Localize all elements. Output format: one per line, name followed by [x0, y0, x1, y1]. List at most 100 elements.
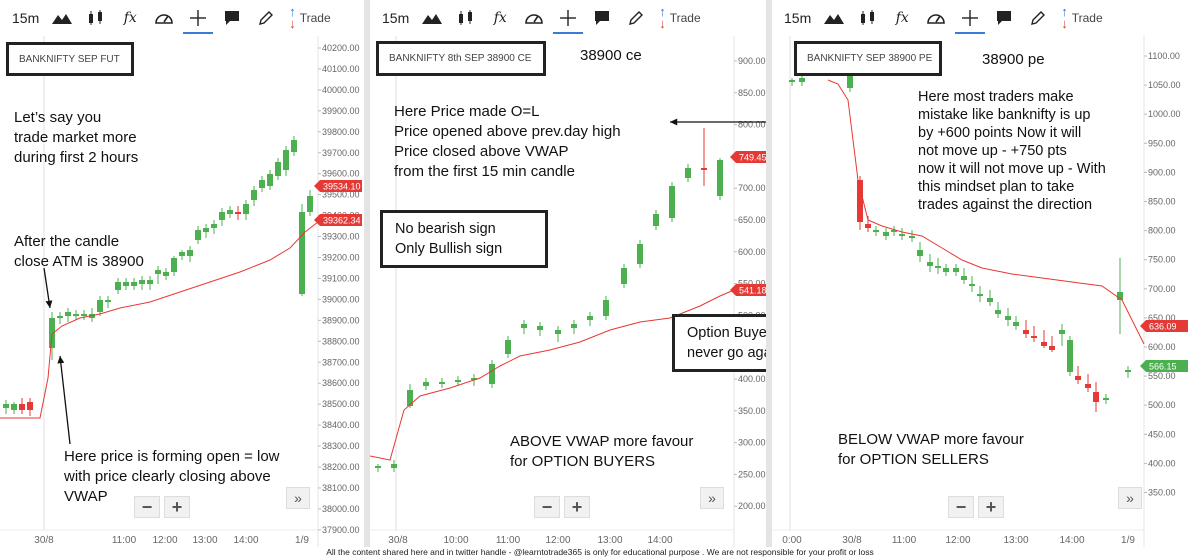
zoom-out-button[interactable]: − — [948, 496, 974, 518]
trade-button[interactable]: ↑ ↓ Trade — [289, 4, 331, 31]
crosshair-icon[interactable] — [953, 0, 987, 36]
timeframe-selector[interactable]: 15m — [12, 10, 40, 26]
candle-body — [57, 316, 63, 318]
candle-body — [987, 298, 993, 302]
candles-icon[interactable] — [449, 0, 483, 36]
annotation-mistake: Here most traders make mistake like bankn… — [918, 89, 1106, 213]
price-axis-label: 700.00 — [1148, 284, 1176, 294]
candle-body — [81, 314, 87, 316]
timeframe-selector[interactable]: 15m — [382, 10, 410, 26]
candle-body — [115, 282, 121, 290]
price-axis-label: 250.00 — [738, 469, 766, 479]
candle-body — [621, 268, 627, 284]
price-axis-label: 40200.00 — [322, 43, 360, 53]
speedometer-icon[interactable] — [147, 0, 181, 36]
price-axis-label: 750.00 — [1148, 255, 1176, 265]
price-axis-label: 38300.00 — [322, 441, 360, 451]
price-badge: 749.45 — [730, 151, 766, 163]
candle-body — [701, 168, 707, 170]
symbol-label: BANKNIFTY SEP 38900 PE — [807, 53, 933, 64]
price-axis-label: 700.00 — [738, 183, 766, 193]
price-badge-text: 39362.34 — [323, 216, 361, 226]
mountain-chart-icon[interactable] — [817, 0, 851, 36]
candlestick-chart[interactable]: 900.00850.00800.00750.00700.00650.00600.… — [370, 0, 766, 548]
pencil-icon[interactable] — [249, 0, 283, 36]
candlestick-chart[interactable]: 40200.00 40100.00 40000.00 39900.00 39800.00… — [0, 0, 364, 548]
zoom-in-button[interactable]: + — [564, 496, 590, 518]
vwap-line — [0, 221, 319, 419]
mountain-chart-icon[interactable] — [415, 0, 449, 36]
pencil-icon[interactable] — [619, 0, 653, 36]
scroll-right-button[interactable]: » — [286, 487, 310, 509]
candle-body — [1075, 376, 1081, 380]
scroll-right-button[interactable]: » — [700, 487, 724, 509]
trade-arrows-icon: ↑ ↓ — [1061, 4, 1068, 31]
annotation-open-low: Here Price made O=L Price opened above pr… — [394, 103, 621, 180]
speedometer-icon[interactable] — [919, 0, 953, 36]
candle-body — [1005, 316, 1011, 320]
candles-icon[interactable] — [851, 0, 885, 36]
time-axis-label: 14:00 — [1059, 535, 1084, 546]
candle-body — [471, 378, 477, 380]
trade-button[interactable]: ↑ ↓ Trade — [659, 4, 701, 31]
zoom-in-button[interactable]: + — [978, 496, 1004, 518]
time-axis-label: 30/8 — [388, 535, 408, 546]
chat-icon[interactable] — [585, 0, 619, 36]
timeframe-selector[interactable]: 15m — [784, 10, 812, 26]
panel-divider — [766, 0, 772, 548]
candle-body — [187, 250, 193, 256]
candle-body — [637, 244, 643, 264]
crosshair-icon[interactable] — [551, 0, 585, 36]
vwap-line — [370, 289, 735, 461]
candle-body — [857, 180, 863, 222]
speedometer-icon[interactable] — [517, 0, 551, 36]
candle-body — [307, 196, 313, 212]
zoom-in-button[interactable]: + — [164, 496, 190, 518]
candle-body — [243, 204, 249, 214]
trade-button[interactable]: ↑ ↓ Trade — [1061, 4, 1103, 31]
price-badge: 636.09 — [1140, 320, 1188, 332]
mountain-chart-icon[interactable] — [45, 0, 79, 36]
price-axis-label: 38700.00 — [322, 357, 360, 367]
candle-body — [1085, 384, 1091, 388]
candle-body — [375, 466, 381, 468]
candle-body — [123, 282, 129, 286]
price-axis-label: 39100.00 — [322, 273, 360, 283]
candle-body — [1125, 370, 1131, 372]
annotation-box-direction: Option Buyers SHOULDnever go against the… — [672, 314, 766, 372]
candle-body — [717, 160, 723, 196]
price-badge: 39534.10 — [314, 180, 362, 192]
zoom-out-button[interactable]: − — [134, 496, 160, 518]
price-axis-label: 38000.00 — [322, 504, 360, 514]
candle-body — [865, 224, 871, 228]
candles-icon[interactable] — [79, 0, 113, 36]
indicator-fx-icon[interactable]: fx — [123, 10, 137, 26]
indicator-fx-icon[interactable]: fx — [895, 10, 909, 26]
price-axis-label: 39600.00 — [322, 169, 360, 179]
chart-panel-ce: 15m fx ↑↓Trade 900.00850.00800.00750.007… — [370, 0, 766, 548]
price-axis-label: 1050.00 — [1148, 80, 1181, 90]
chat-icon[interactable] — [987, 0, 1021, 36]
candle-body — [799, 78, 805, 82]
candlestick-chart[interactable]: 1100.00 1050.00 1000.00 950.00 900.00 850.00 8… — [772, 0, 1200, 548]
zoom-out-button[interactable]: − — [534, 496, 560, 518]
time-axis-label: 14:00 — [647, 535, 672, 546]
price-axis-label: 38500.00 — [322, 399, 360, 409]
candle-body — [423, 382, 429, 386]
scroll-right-button[interactable]: » — [1118, 487, 1142, 509]
chat-icon[interactable] — [215, 0, 249, 36]
crosshair-icon[interactable] — [181, 0, 215, 36]
arrow-head — [670, 118, 678, 126]
candle-body — [105, 300, 111, 302]
candle-body — [131, 282, 137, 286]
candle-body — [1013, 322, 1019, 326]
candle-body — [1117, 292, 1123, 300]
chart-panel-fut: 15m fx ↑ ↓ Trade 40200.00 40100.00 40000.00 3… — [0, 0, 364, 548]
indicator-fx-icon[interactable]: fx — [493, 10, 507, 26]
chart-toolbar: 15m fx ↑ ↓ Trade — [772, 0, 1200, 36]
pencil-icon[interactable] — [1021, 0, 1055, 36]
price-axis-label: 39500.00 — [322, 190, 360, 200]
candle-body — [455, 380, 461, 382]
time-axis-label: 0:00 — [782, 535, 802, 546]
price-axis-label: 900.00 — [738, 56, 766, 66]
